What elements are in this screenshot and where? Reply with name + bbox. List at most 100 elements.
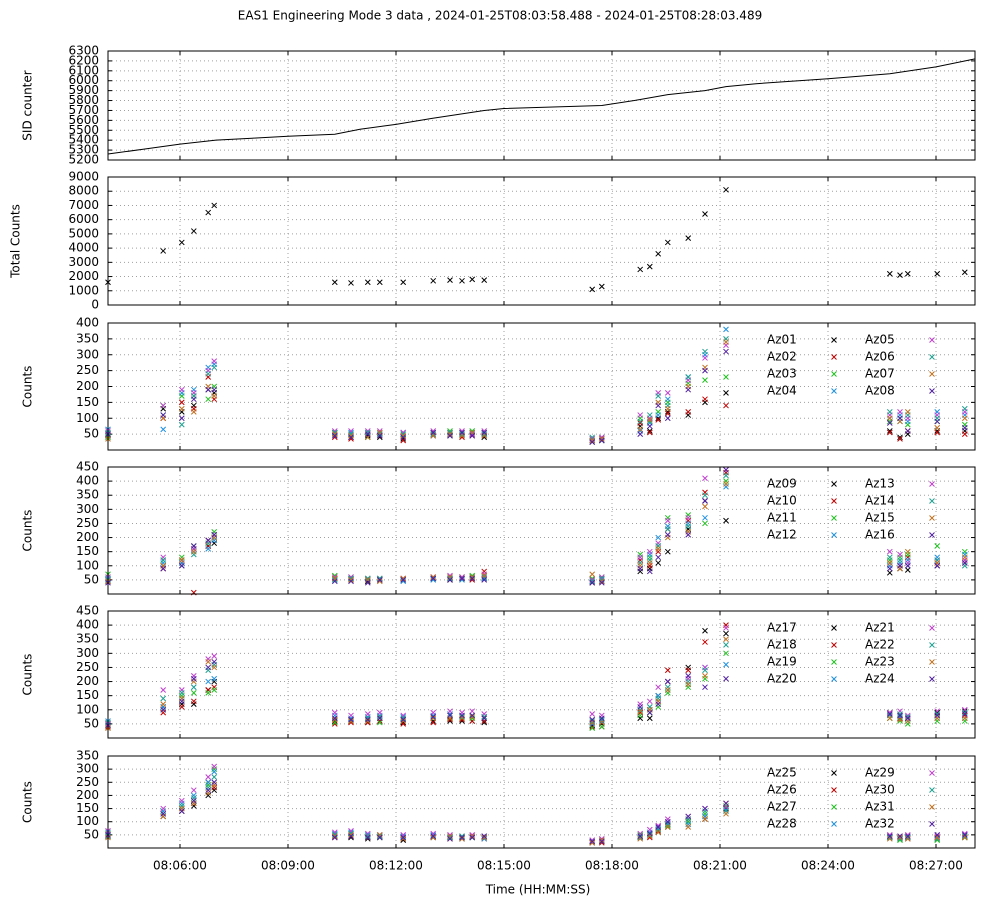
data-point bbox=[205, 370, 212, 377]
legend-label: Az30 bbox=[865, 783, 895, 797]
data-point bbox=[205, 209, 212, 216]
legend-marker bbox=[929, 532, 935, 538]
data-point bbox=[646, 548, 653, 555]
data-point bbox=[430, 713, 437, 720]
data-point bbox=[348, 434, 354, 441]
data-point bbox=[160, 412, 167, 418]
data-point bbox=[190, 797, 197, 804]
data-point bbox=[702, 684, 708, 691]
x-tick-label: 08:12:00 bbox=[369, 859, 423, 873]
y-tick-label: 50 bbox=[84, 572, 99, 586]
data-point bbox=[637, 712, 644, 719]
data-point bbox=[348, 833, 354, 840]
data-point bbox=[646, 428, 653, 434]
data-point bbox=[160, 706, 167, 713]
data-point bbox=[655, 412, 662, 418]
data-point bbox=[685, 824, 692, 830]
data-point bbox=[178, 689, 185, 696]
data-point bbox=[190, 409, 197, 415]
data-point bbox=[205, 787, 212, 794]
data-point bbox=[961, 405, 968, 412]
data-point bbox=[961, 832, 968, 838]
data-point bbox=[331, 279, 338, 286]
data-point bbox=[178, 399, 185, 406]
data-point bbox=[723, 650, 729, 657]
data-point bbox=[646, 830, 653, 837]
data-point bbox=[904, 562, 911, 569]
data-point bbox=[160, 810, 167, 817]
legend-marker bbox=[831, 515, 837, 521]
data-point bbox=[205, 779, 212, 786]
data-point bbox=[211, 687, 218, 693]
legend-label: Az18 bbox=[767, 638, 797, 652]
data-point bbox=[904, 834, 911, 841]
data-point bbox=[178, 386, 185, 393]
data-point bbox=[190, 689, 197, 696]
data-point bbox=[664, 410, 671, 417]
y-tick-label: 50 bbox=[84, 716, 99, 730]
data-point bbox=[364, 834, 371, 841]
data-point bbox=[376, 279, 383, 286]
legend-marker bbox=[831, 642, 837, 648]
legend-label: Az01 bbox=[767, 333, 797, 347]
y-tick-label: 5700 bbox=[68, 103, 99, 117]
data-point bbox=[723, 326, 729, 333]
data-point bbox=[934, 832, 941, 838]
data-point bbox=[702, 520, 708, 527]
data-point bbox=[469, 833, 476, 840]
data-point bbox=[447, 277, 453, 283]
data-point bbox=[178, 562, 185, 569]
data-point bbox=[702, 627, 708, 634]
data-point bbox=[723, 481, 729, 487]
data-point bbox=[685, 235, 692, 242]
data-point bbox=[376, 719, 383, 726]
data-point bbox=[702, 639, 708, 645]
data-point bbox=[637, 565, 644, 572]
data-point bbox=[481, 833, 488, 840]
data-point bbox=[904, 270, 911, 277]
data-point bbox=[723, 339, 729, 345]
legend-marker bbox=[831, 354, 837, 360]
data-point bbox=[685, 531, 692, 538]
legend-marker bbox=[929, 804, 935, 810]
data-point bbox=[655, 416, 662, 423]
y-tick-label: 300 bbox=[76, 502, 99, 516]
data-point bbox=[723, 402, 729, 409]
data-point bbox=[702, 498, 708, 504]
data-point bbox=[178, 797, 185, 804]
y-tick-label: 1000 bbox=[68, 283, 99, 297]
data-point bbox=[160, 805, 167, 812]
data-point bbox=[886, 429, 893, 436]
data-point bbox=[348, 716, 354, 723]
data-point bbox=[205, 774, 212, 780]
plot-frame bbox=[107, 50, 976, 161]
data-point bbox=[637, 708, 644, 715]
data-point bbox=[723, 374, 729, 380]
legend-marker bbox=[929, 659, 935, 665]
data-point bbox=[178, 698, 185, 705]
data-point bbox=[331, 715, 338, 722]
data-point bbox=[598, 574, 605, 580]
data-point bbox=[886, 569, 893, 576]
data-point bbox=[211, 531, 218, 538]
data-point bbox=[348, 577, 354, 583]
y-tick-label: 450 bbox=[76, 460, 99, 474]
data-point bbox=[904, 567, 911, 573]
data-point bbox=[904, 833, 911, 840]
data-point bbox=[685, 514, 692, 521]
data-point bbox=[481, 429, 488, 436]
y-tick-label: 5900 bbox=[68, 83, 99, 97]
y-tick-label: 300 bbox=[76, 646, 99, 660]
data-point bbox=[664, 396, 671, 403]
data-point bbox=[598, 579, 605, 586]
data-point bbox=[702, 367, 708, 374]
legend-label: Az25 bbox=[767, 766, 797, 780]
data-point bbox=[723, 466, 729, 473]
legend-marker bbox=[929, 625, 935, 631]
data-point bbox=[598, 719, 605, 726]
legend-label: Az11 bbox=[767, 511, 797, 525]
plot-frame bbox=[107, 322, 976, 451]
y-tick-label: 150 bbox=[76, 544, 99, 558]
data-point bbox=[886, 270, 893, 277]
data-point bbox=[637, 833, 644, 840]
